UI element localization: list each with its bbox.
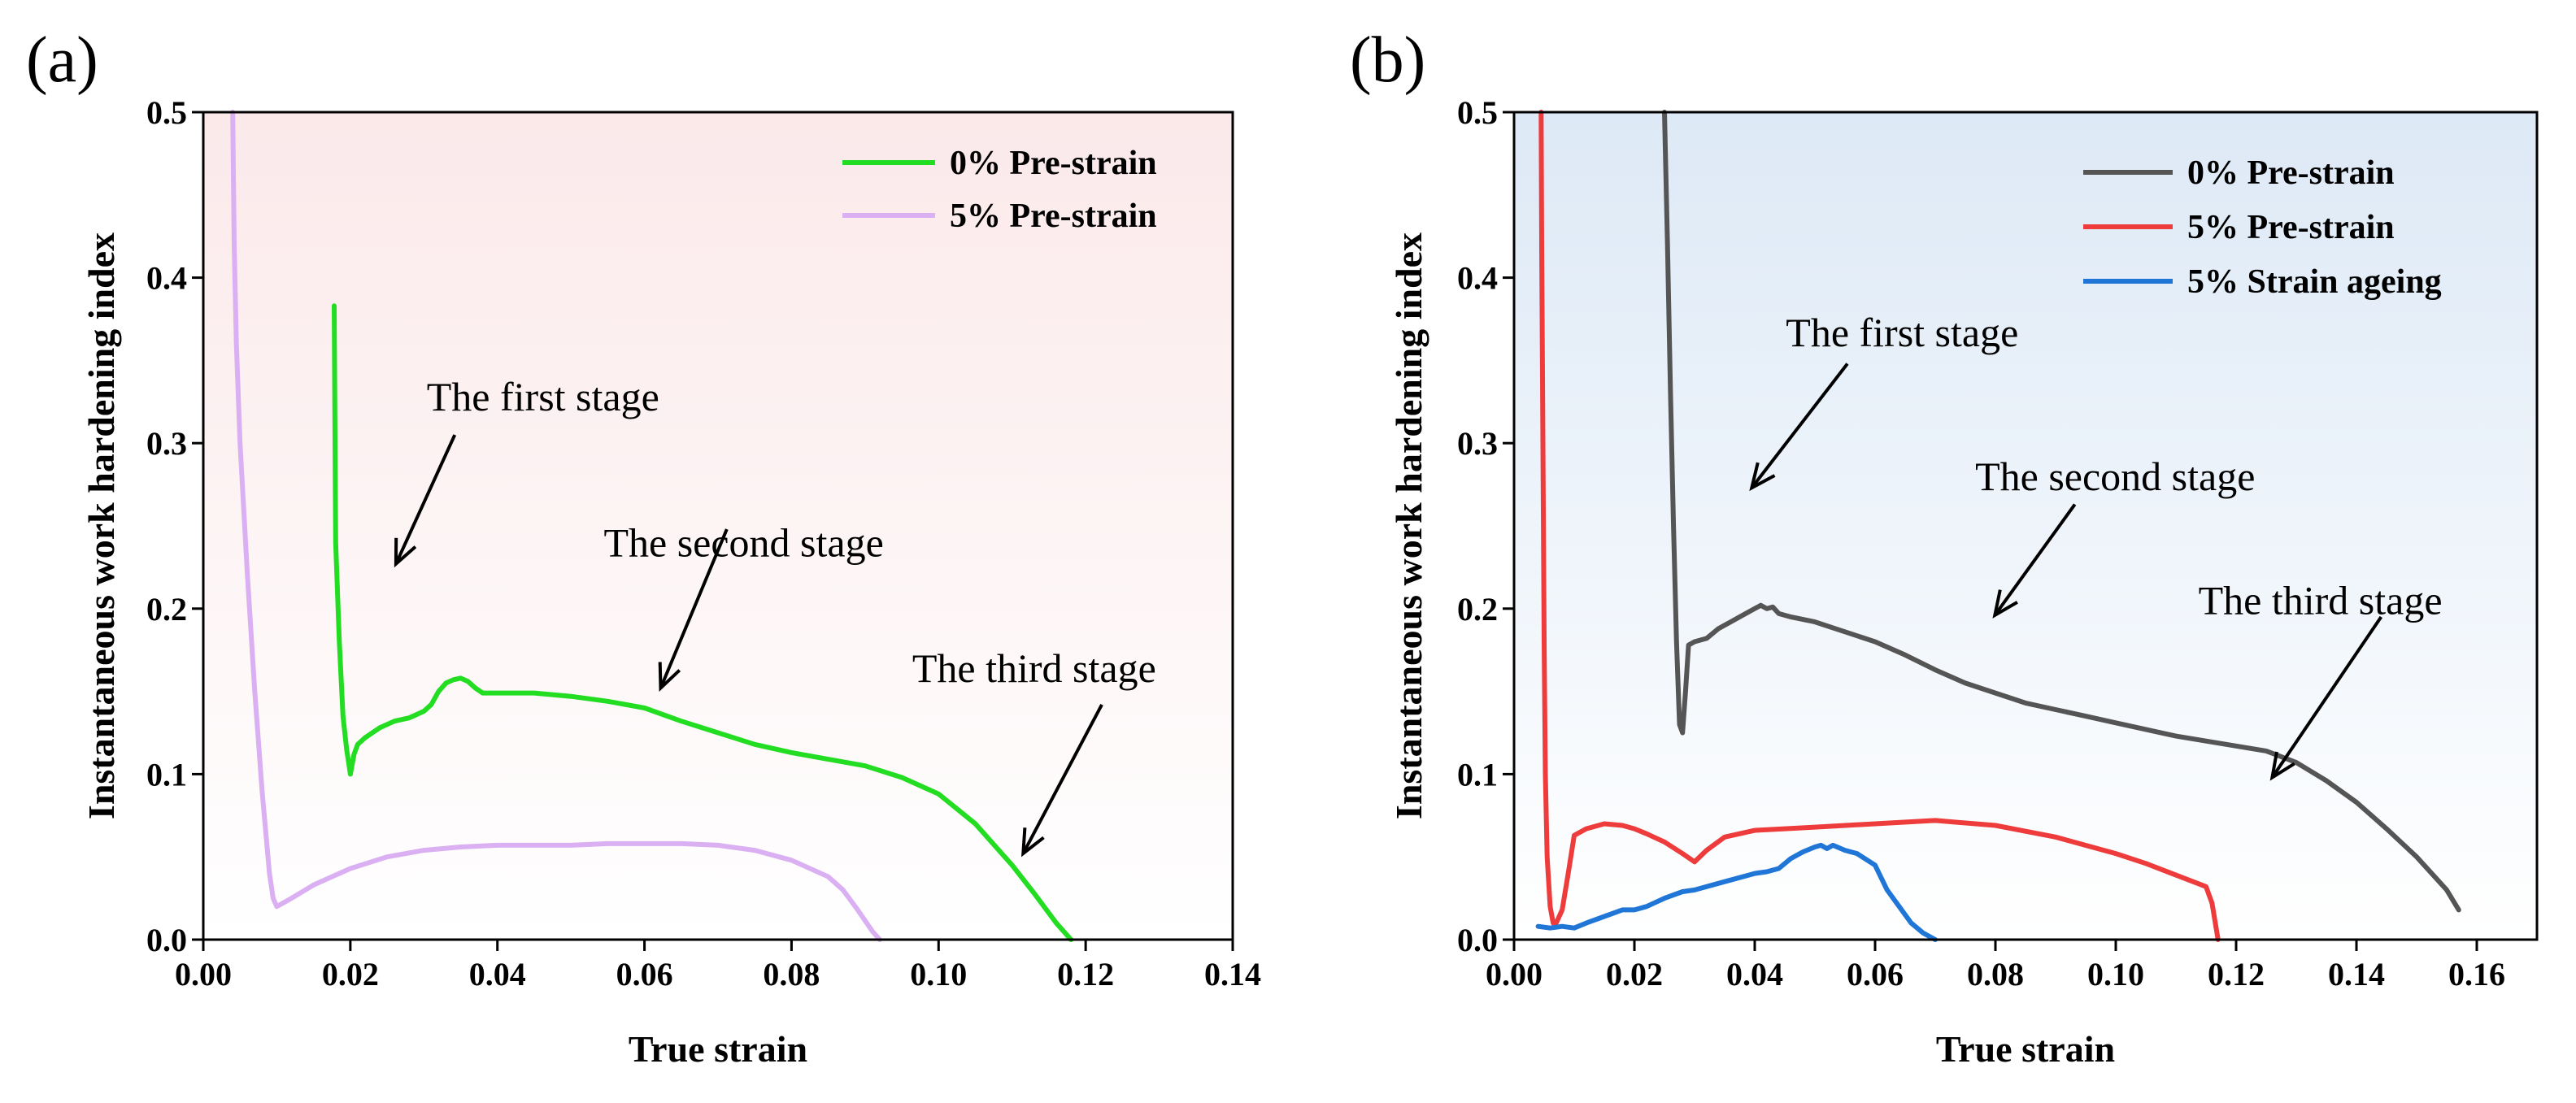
- x-tick-label-b: 0.02: [1606, 956, 1663, 992]
- plot-background-b: [1514, 112, 2537, 940]
- x-tick-label-b: 0.00: [1486, 956, 1543, 992]
- annotation-arrow-a-1: [659, 528, 729, 689]
- x-tick-label-a: 0.04: [469, 956, 526, 992]
- x-tick-label-a: 0.06: [616, 956, 673, 992]
- x-tick-label-b: 0.04: [1726, 956, 1783, 992]
- y-tick-label-b: 0.3: [1457, 425, 1498, 462]
- annotation-arrowhead-b-0: [1749, 462, 1776, 492]
- x-axis-title-b: True strain: [1936, 1028, 2115, 1070]
- annotation-arrow-b-2: [2270, 615, 2382, 779]
- y-tick-label-b: 0.2: [1457, 591, 1498, 627]
- annotation-label-b-2: The third stage: [2199, 578, 2443, 623]
- annotation-label-a-0: The first stage: [427, 374, 659, 419]
- x-tick-label-a: 0.12: [1057, 956, 1114, 992]
- y-tick-label-a: 0.4: [146, 260, 187, 297]
- annotation-label-a-1: The second stage: [603, 519, 883, 565]
- x-tick-label-a: 0.08: [763, 956, 820, 992]
- y-tick-label-a: 0.1: [146, 756, 187, 793]
- annotation-label-a-2: The third stage: [912, 645, 1156, 691]
- annotation-label-b-0: The first stage: [1786, 310, 2018, 355]
- panel-label-a: (a): [26, 24, 98, 96]
- y-tick-label-a: 0.5: [146, 94, 187, 131]
- x-tick-label-b: 0.16: [2448, 956, 2505, 992]
- annotation-arrow-b-1: [1993, 503, 2077, 617]
- legend-label-5pct-b: 5% Pre-strain: [2187, 209, 2395, 246]
- series-line-b-1: [1538, 110, 2221, 942]
- legend-label-0pct-b: 0% Pre-strain: [2187, 154, 2395, 192]
- x-tick-label-a: 0.02: [322, 956, 379, 992]
- x-tick-label-a: 0.14: [1204, 956, 1261, 992]
- plot-background-a: [203, 112, 1233, 940]
- x-tick-label-b: 0.14: [2328, 956, 2385, 992]
- y-tick-label-b: 0.5: [1457, 94, 1498, 131]
- y-tick-label-a: 0.0: [146, 922, 187, 958]
- series-line-a-0: [332, 303, 1074, 942]
- legend-b: 0% Pre-strain 5% Pre-strain 5% Strain ag…: [2083, 154, 2442, 301]
- annotation-arrowhead-a-1: [658, 662, 681, 693]
- y-tick-label-b: 0.4: [1457, 260, 1498, 297]
- y-tick-label-b: 0.1: [1457, 756, 1498, 793]
- plot-frame-a: [202, 111, 1234, 941]
- legend-label-5pct-a: 5% Pre-strain: [950, 198, 1157, 235]
- y-tick-label-a: 0.2: [146, 591, 187, 627]
- annotation-arrowhead-a-0: [394, 537, 417, 568]
- legend-a: 0% Pre-strain 5% Pre-strain: [842, 145, 1157, 235]
- y-axis-title-a: Instantaneous work hardening index: [80, 232, 122, 819]
- x-tick-label-b: 0.08: [1967, 956, 2024, 992]
- annotation-arrow-a-0: [394, 434, 457, 565]
- panel-label-b: (b): [1350, 24, 1425, 96]
- plot-frame-b: [1512, 111, 2539, 941]
- series-line-b-0: [1662, 110, 2461, 913]
- y-tick-label-b: 0.0: [1457, 922, 1498, 958]
- x-tick-label-b: 0.10: [2087, 956, 2144, 992]
- y-tick-label-a: 0.3: [146, 425, 187, 462]
- annotation-arrowhead-b-2: [2269, 751, 2295, 781]
- series-line-a-1: [230, 110, 882, 942]
- chart-panel-a: 0.00 0.02 0.04 0.06 0.08 0.10 0.12 0.14 0.0 0.1 0.…: [26, 24, 1261, 1070]
- x-tick-label-b: 0.12: [2208, 956, 2265, 992]
- y-axis-title-b: Instantaneous work hardening index: [1388, 232, 1429, 819]
- annotation-arrowhead-a-2: [1021, 827, 1045, 858]
- x-tick-label-a: 0.00: [175, 956, 232, 992]
- x-tick-label-b: 0.06: [1847, 956, 1904, 992]
- annotation-arrow-a-2: [1021, 703, 1103, 855]
- x-axis-title-a: True strain: [629, 1028, 807, 1070]
- annotation-label-b-1: The second stage: [1975, 454, 2255, 499]
- chart-panel-b: 0.00 0.02 0.04 0.06 0.08 0.10 0.12 0.14 0.16 0.0 0…: [1350, 24, 2539, 1070]
- annotation-arrowhead-b-1: [1992, 589, 2018, 619]
- legend-label-0pct-a: 0% Pre-strain: [950, 145, 1157, 182]
- annotation-arrow-b-0: [1750, 363, 1849, 489]
- legend-label-ageing-b: 5% Strain ageing: [2187, 263, 2442, 301]
- x-tick-label-a: 0.10: [910, 956, 967, 992]
- series-line-b-2: [1535, 842, 1938, 942]
